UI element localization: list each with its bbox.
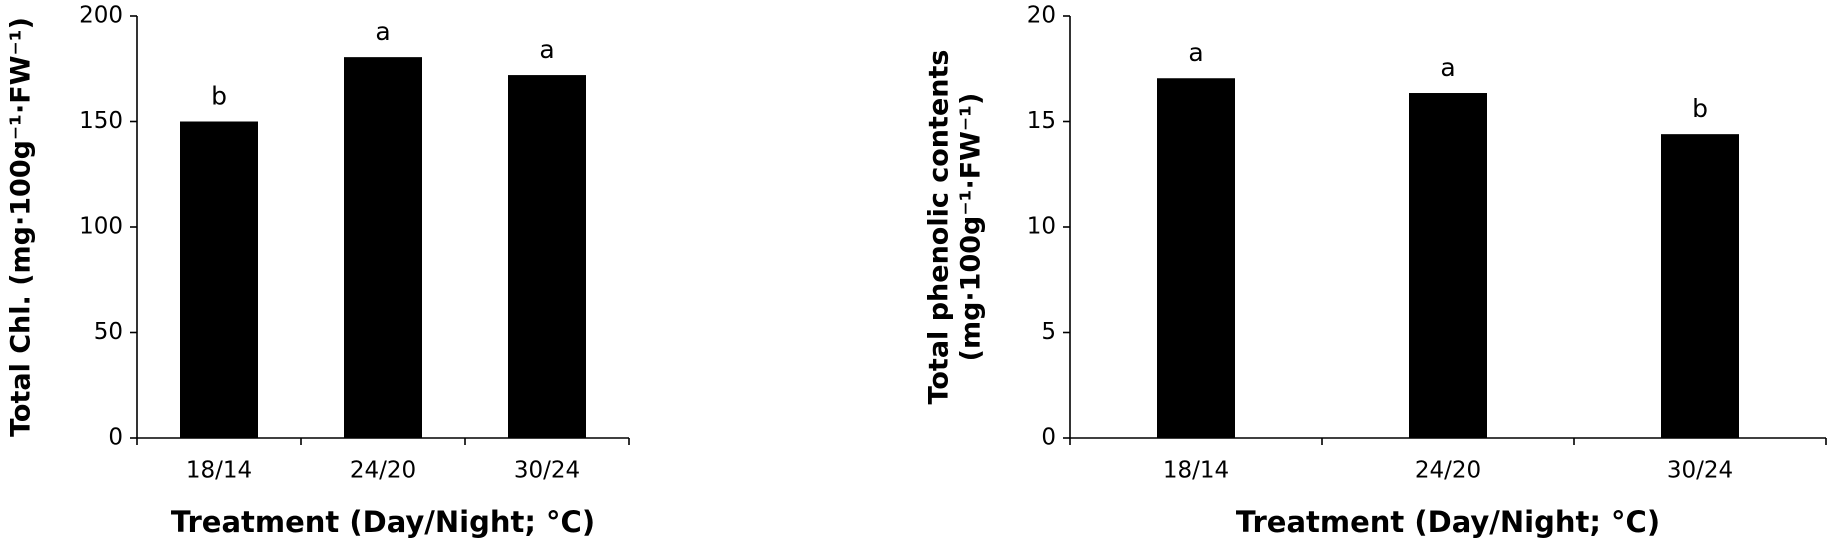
bar (1409, 93, 1487, 438)
x-tick-label: 24/20 (1415, 458, 1481, 484)
y-axis-title: (mg·100g⁻¹·FW⁻¹) (956, 93, 987, 362)
x-tick-label: 30/24 (514, 458, 580, 484)
letter-label: a (1188, 38, 1203, 67)
bar (1157, 78, 1235, 439)
y-tick-label: 10 (1027, 214, 1056, 240)
letter-label: a (1440, 53, 1455, 82)
y-tick-label: 0 (1041, 425, 1056, 451)
x-tick-label: 24/20 (350, 458, 416, 484)
y-tick-label: 50 (94, 319, 123, 345)
bar (1661, 134, 1739, 438)
x-tick-label: 30/24 (1667, 458, 1733, 484)
bar (508, 75, 586, 438)
letter-label: a (375, 17, 390, 46)
y-tick-label: 20 (1027, 3, 1056, 29)
x-tick-label: 18/14 (186, 458, 252, 484)
y-axis-title: Total phenolic contents (924, 50, 955, 405)
y-tick-label: 150 (79, 108, 123, 134)
y-axis-title: Total Chl. (mg·100g⁻¹·FW⁻¹) (6, 17, 37, 437)
bar (180, 121, 258, 438)
x-tick-label: 18/14 (1163, 458, 1229, 484)
y-tick-label: 15 (1027, 108, 1056, 134)
letter-label: a (539, 35, 554, 64)
bar (344, 57, 422, 439)
x-axis-title: Treatment (Day/Night; °C) (1236, 505, 1660, 539)
y-tick-label: 200 (79, 3, 123, 29)
y-tick-label: 100 (79, 214, 123, 240)
letter-label: b (211, 82, 227, 111)
x-axis-title: Treatment (Day/Night; °C) (171, 505, 595, 539)
y-tick-label: 0 (108, 425, 123, 451)
letter-label: b (1692, 94, 1708, 123)
y-tick-label: 5 (1041, 319, 1056, 345)
